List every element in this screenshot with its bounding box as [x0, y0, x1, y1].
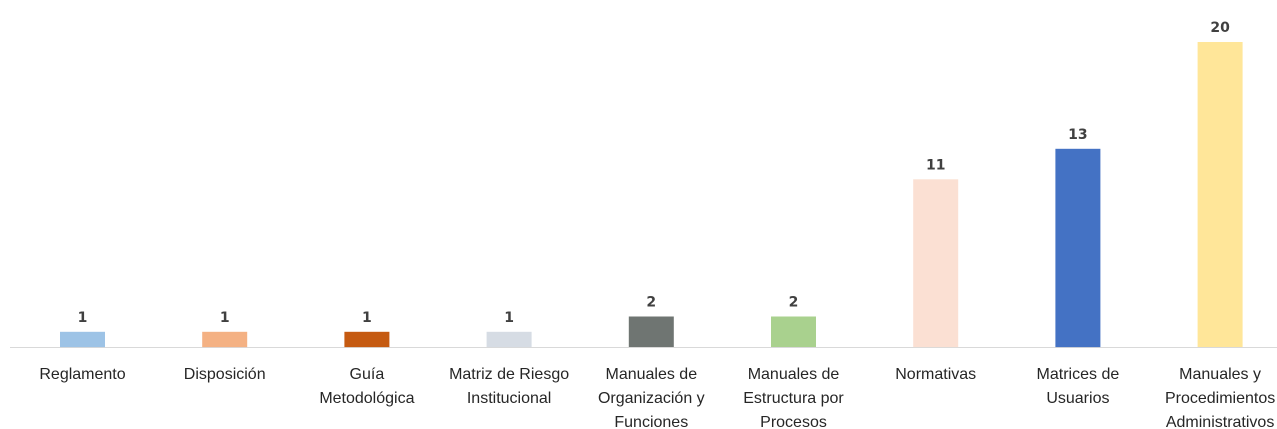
bar-8: [1055, 148, 1101, 348]
category-label-4: Matriz de Riesgo Institucional: [449, 366, 569, 407]
category-label-8: Matrices de Usuarios: [1037, 366, 1120, 407]
category-label-line: Organización y: [598, 390, 705, 407]
bar-3: [344, 331, 390, 348]
category-label-line: Reglamento: [39, 366, 125, 383]
category-labels-group: Reglamento Disposición Guía Metodológica Mat…: [39, 366, 1275, 429]
category-label-line: Usuarios: [1046, 390, 1109, 407]
category-label-line: Metodológica: [319, 390, 414, 407]
bar-7: [913, 179, 959, 348]
category-label-line: Estructura por: [743, 390, 844, 407]
category-label-line: Matriz de Riesgo: [449, 366, 569, 383]
value-label-7: 11: [926, 157, 945, 173]
bar-2: [202, 331, 248, 348]
category-label-line: Guía: [350, 366, 385, 383]
bar-9: [1197, 42, 1243, 347]
category-label-line: Matrices de: [1037, 366, 1120, 383]
bar-1: [60, 331, 105, 348]
value-label-9: 20: [1210, 20, 1230, 36]
category-label-line: Institucional: [467, 390, 552, 407]
category-label-7: Normativas: [895, 366, 976, 383]
value-label-6: 2: [789, 295, 799, 311]
bar-5: [628, 316, 674, 347]
bars-group: [60, 42, 1243, 348]
category-label-3: Guía Metodológica: [319, 366, 414, 407]
value-label-1: 1: [78, 310, 88, 326]
bar-4: [486, 331, 532, 348]
category-label-line: Funciones: [614, 414, 688, 429]
bar-6: [771, 316, 816, 347]
category-label-line: Procesos: [760, 414, 827, 429]
category-label-line: Normativas: [895, 366, 976, 383]
category-label-5: Manuales de Organización y Funciones: [598, 366, 705, 429]
value-label-5: 2: [646, 295, 656, 311]
category-label-2: Disposición: [184, 366, 266, 383]
category-label-line: Procedimientos: [1165, 390, 1275, 407]
category-label-1: Reglamento: [39, 366, 125, 383]
category-label-line: Manuales de: [748, 366, 840, 383]
category-label-line: Manuales de: [605, 366, 697, 383]
category-label-line: Manuales y: [1179, 366, 1261, 383]
category-label-line: Administrativos: [1166, 414, 1274, 429]
value-label-3: 1: [362, 310, 372, 326]
value-label-2: 1: [220, 310, 230, 326]
value-label-8: 13: [1068, 127, 1087, 143]
category-label-6: Manuales de Estructura por Procesos: [743, 366, 844, 429]
category-label-9: Manuales y Procedimientos Administrativos: [1165, 366, 1275, 429]
category-label-line: Disposición: [184, 366, 266, 383]
value-label-4: 1: [504, 310, 514, 326]
